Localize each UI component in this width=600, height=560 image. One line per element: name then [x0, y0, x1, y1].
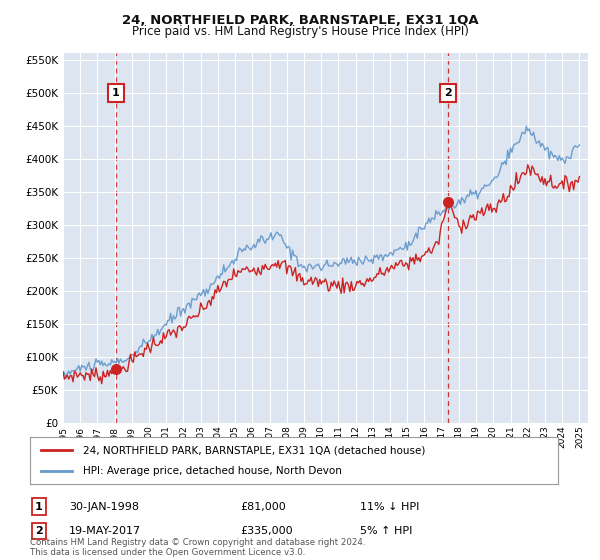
Text: HPI: Average price, detached house, North Devon: HPI: Average price, detached house, Nort…	[83, 466, 341, 476]
Text: 30-JAN-1998: 30-JAN-1998	[69, 502, 139, 512]
Text: £81,000: £81,000	[240, 502, 286, 512]
Text: 1: 1	[112, 88, 120, 98]
Text: 24, NORTHFIELD PARK, BARNSTAPLE, EX31 1QA: 24, NORTHFIELD PARK, BARNSTAPLE, EX31 1Q…	[122, 14, 478, 27]
Text: 1: 1	[35, 502, 43, 512]
Text: 19-MAY-2017: 19-MAY-2017	[69, 526, 141, 536]
Text: 11% ↓ HPI: 11% ↓ HPI	[360, 502, 419, 512]
Text: 5% ↑ HPI: 5% ↑ HPI	[360, 526, 412, 536]
Text: 24, NORTHFIELD PARK, BARNSTAPLE, EX31 1QA (detached house): 24, NORTHFIELD PARK, BARNSTAPLE, EX31 1Q…	[83, 445, 425, 455]
Text: Contains HM Land Registry data © Crown copyright and database right 2024.
This d: Contains HM Land Registry data © Crown c…	[30, 538, 365, 557]
Text: 2: 2	[35, 526, 43, 536]
Text: 2: 2	[445, 88, 452, 98]
Text: £335,000: £335,000	[240, 526, 293, 536]
Text: Price paid vs. HM Land Registry's House Price Index (HPI): Price paid vs. HM Land Registry's House …	[131, 25, 469, 38]
